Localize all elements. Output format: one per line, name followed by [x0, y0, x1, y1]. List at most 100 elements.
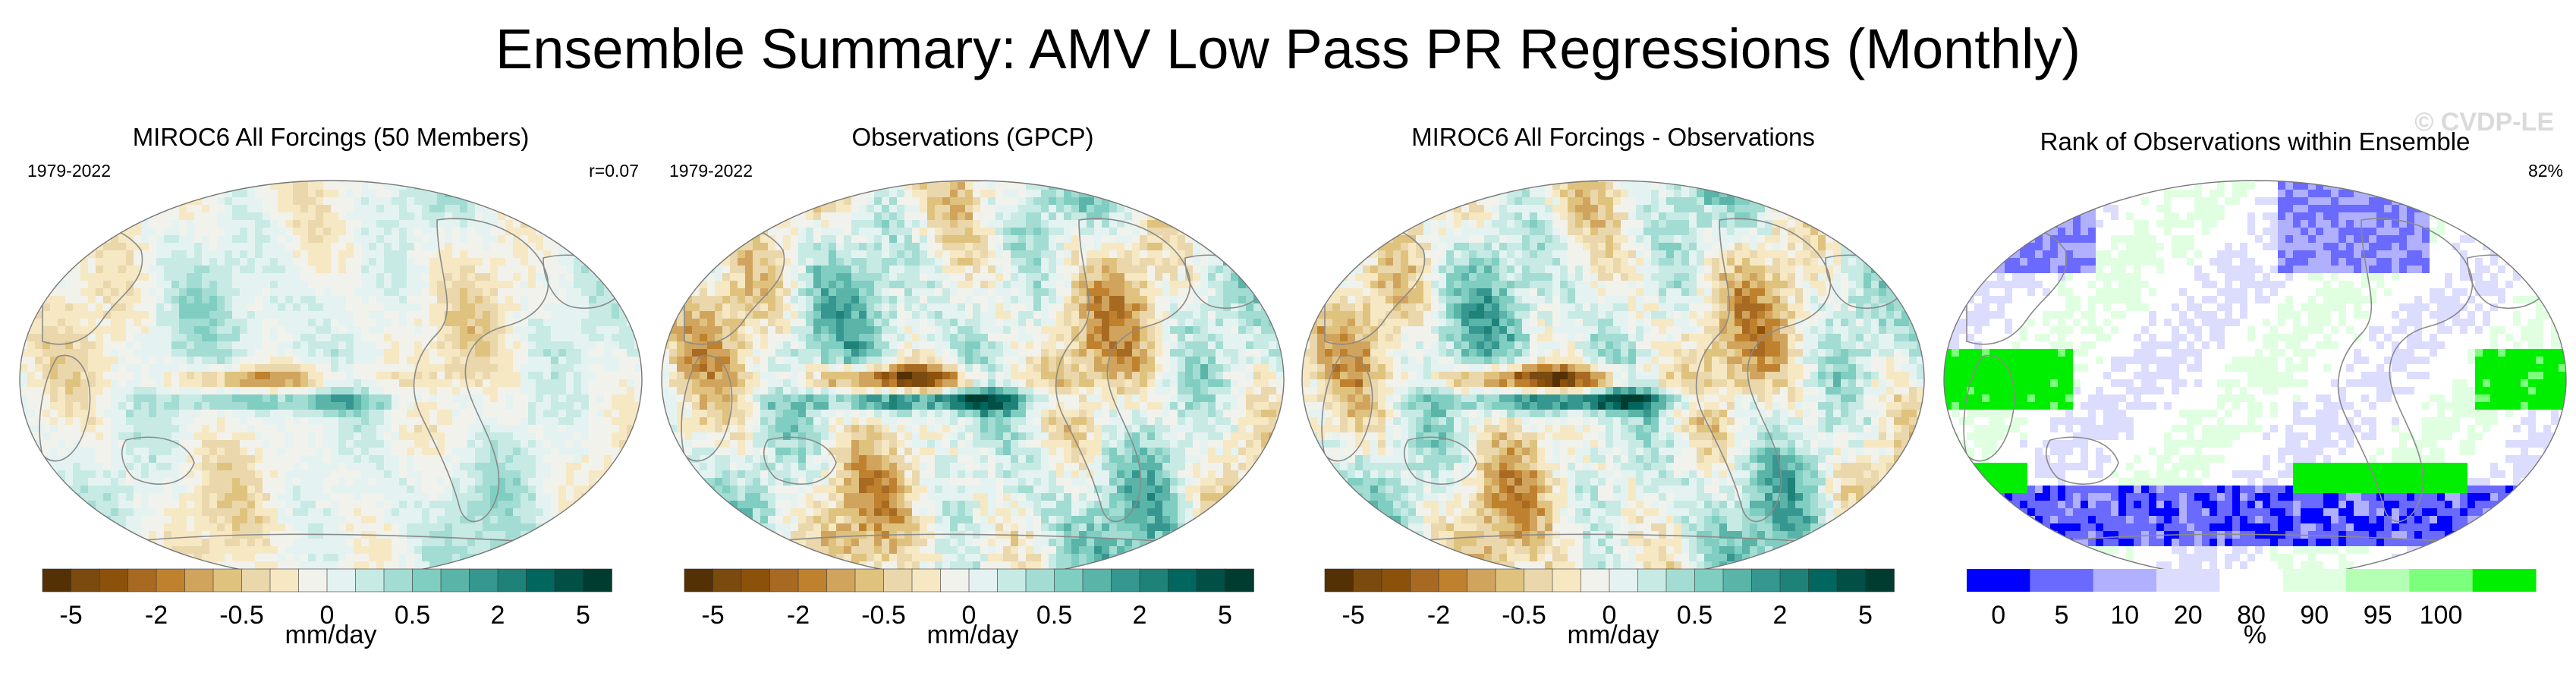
colorbar-swatch — [1082, 568, 1112, 592]
colorbar-tick-label: -0.5 — [219, 601, 264, 630]
colorbar-swatch — [212, 568, 243, 592]
colorbar-tick-label: -5 — [1341, 601, 1364, 630]
colorbar-model: -5 -2 -0.5 0 0.5 2 5 — [42, 568, 612, 630]
pattern-correlation: r=0.07 — [589, 161, 639, 181]
colorbar-swatch — [1665, 568, 1696, 592]
colorbar-swatch — [712, 568, 742, 592]
colorbar-swatch — [1495, 568, 1525, 592]
panel-observations: Observations (GPCP) 1979-2022 -5 -2 -0.5 0 0… — [654, 114, 1291, 682]
panel-model: MIROC6 All Forcings (50 Members) 1979-20… — [12, 114, 650, 682]
colorbar-tick-label: 2 — [1773, 601, 1788, 630]
colorbar-swatch — [298, 568, 328, 592]
colorbar-swatch — [968, 568, 999, 592]
colorbar-swatch — [1967, 569, 2030, 592]
colorbar-tick-label: 0.5 — [1036, 601, 1072, 630]
colorbar-tick-label: -0.5 — [1502, 601, 1546, 630]
panel-title: MIROC6 All Forcings - Observations — [1411, 123, 1815, 151]
panel-period: 1979-2022 — [669, 161, 753, 181]
colorbar-swatch — [2030, 569, 2094, 592]
colorbar-swatch — [1524, 568, 1553, 592]
colorbar-swatch — [1196, 568, 1226, 592]
colorbar-swatch — [2409, 569, 2474, 592]
colorbar-swatch — [2093, 569, 2157, 592]
colorbar-swatch — [156, 568, 186, 592]
colorbar-swatch — [526, 568, 555, 592]
colorbar-units: mm/day — [1567, 621, 1659, 649]
colorbar-tick-label: 10 — [2110, 601, 2139, 630]
panel-difference: MIROC6 All Forcings - Observations -5 -2-… — [1294, 114, 1932, 682]
colorbar-tick-label: 2 — [491, 601, 505, 630]
colorbar-swatch — [940, 568, 970, 592]
colorbar-swatch — [997, 568, 1027, 592]
colorbar-tick-label: 5 — [1858, 601, 1873, 630]
map-rank-within-ensemble — [1943, 180, 2567, 579]
rank-percentage: 82% — [2527, 161, 2563, 181]
colorbar-swatch — [684, 568, 714, 592]
colorbar-swatch — [741, 568, 771, 592]
colorbar-swatch — [1054, 568, 1084, 592]
figure-title: Ensemble Summary: AMV Low Pass PR Regres… — [495, 17, 2081, 80]
colorbar-tick-label: -5 — [59, 601, 82, 630]
colorbar-difference: -5 -2 -0.5 0 0.5 2 5 — [1324, 568, 1895, 630]
colorbar-tick-label: 5 — [1218, 601, 1232, 630]
colorbar-swatch — [911, 568, 942, 592]
colorbar-swatch — [1324, 568, 1354, 592]
colorbar-swatch — [355, 568, 385, 592]
colorbar-tick-label: 2 — [1133, 601, 1147, 630]
colorbar-swatch — [1581, 568, 1610, 592]
colorbar-swatch — [1808, 568, 1838, 592]
colorbar-swatch — [1694, 568, 1724, 592]
colorbar-units: % — [2243, 621, 2267, 649]
colorbar-swatch — [1381, 568, 1411, 592]
colorbar-swatch — [854, 568, 885, 592]
colorbar-tick-label: 0.5 — [395, 601, 430, 630]
colorbar-tick-label: 0.5 — [1677, 601, 1713, 630]
map-model-regression — [19, 180, 643, 579]
colorbar-tick-label: 95 — [2364, 601, 2392, 630]
colorbar-tick-label: 5 — [2055, 601, 2069, 630]
colorbar-tick-label: 0 — [962, 601, 977, 630]
colorbar-swatch — [2346, 569, 2410, 592]
colorbar-swatch — [71, 568, 100, 592]
colorbar-swatch — [583, 568, 612, 592]
colorbar-swatch — [412, 568, 442, 592]
watermark: © CVDP-LE — [2414, 108, 2554, 137]
colorbar-tick-label: 0 — [1991, 601, 2005, 630]
colorbar-swatch — [1552, 568, 1582, 592]
colorbar-swatch — [826, 568, 856, 592]
panel-title: MIROC6 All Forcings (50 Members) — [132, 123, 530, 151]
colorbar-swatch — [1438, 568, 1468, 592]
colorbar-tick-label: 100 — [2420, 601, 2463, 630]
colorbar-swatch — [241, 568, 271, 592]
colorbar-swatch — [2219, 569, 2284, 592]
colorbar-swatch — [883, 568, 913, 592]
colorbar-swatch — [440, 568, 470, 592]
colorbar-swatch — [1467, 568, 1496, 592]
colorbar-swatch — [1722, 568, 1753, 592]
colorbar-tick-label: 80 — [2237, 601, 2266, 630]
colorbar-tick-label: -0.5 — [861, 601, 906, 630]
colorbar-tick-label: 20 — [2174, 601, 2203, 630]
colorbar-swatch — [1025, 568, 1055, 592]
colorbar-tick-label: 5 — [576, 601, 590, 630]
colorbar-swatch — [184, 568, 214, 592]
colorbar-tick-label: -5 — [701, 601, 724, 630]
colorbar-swatch — [2282, 569, 2347, 592]
colorbar-swatch — [1139, 568, 1169, 592]
colorbar-swatch — [383, 568, 414, 592]
colorbar-swatch — [1751, 568, 1781, 592]
colorbar-tick-label: 90 — [2300, 601, 2329, 630]
colorbar-observations: -5 -2 -0.5 0 0.5 2 5 — [684, 568, 1254, 630]
colorbar-tick-label: 0 — [1603, 601, 1617, 630]
colorbar-swatch — [1111, 568, 1140, 592]
panel-rank: © CVDP-LE Rank of Observations within En… — [1936, 108, 2574, 682]
colorbar-swatch — [1779, 568, 1810, 592]
colorbar-swatch — [497, 568, 527, 592]
colorbar-swatch — [554, 568, 584, 592]
colorbar-swatch — [1865, 568, 1895, 592]
colorbar-swatch — [326, 568, 357, 592]
colorbar-swatch — [469, 568, 499, 592]
colorbar-rank: 0 5 10 20 80 90 95 100 — [1967, 569, 2537, 630]
map-model-minus-observations — [1301, 180, 1925, 579]
colorbar-tick-label: -2 — [787, 601, 810, 630]
